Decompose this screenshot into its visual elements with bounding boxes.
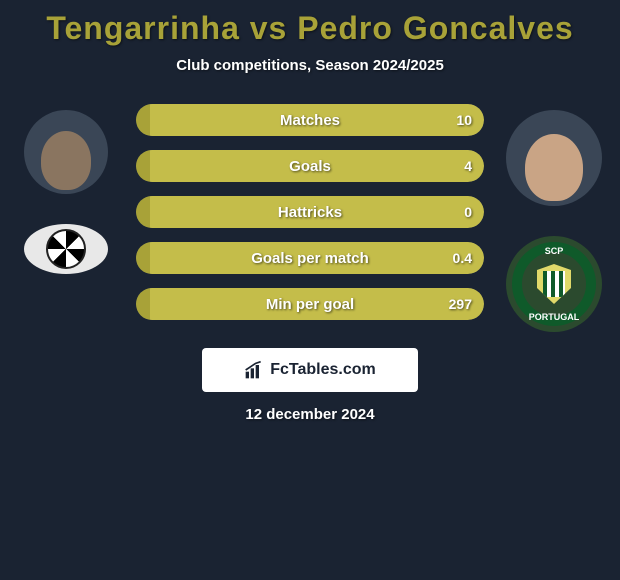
stat-label: Goals per match: [136, 242, 484, 274]
brand-text: FcTables.com: [270, 361, 376, 379]
stat-value-right: 0.4: [453, 242, 472, 274]
player-left-column: [6, 104, 126, 274]
face-placeholder-icon: [41, 131, 91, 190]
stat-bar: Matches10: [136, 104, 484, 136]
stat-label: Goals: [136, 150, 484, 182]
branding-box: FcTables.com: [202, 348, 418, 392]
scp-stripes-icon: [543, 271, 565, 297]
face-placeholder-icon: [525, 134, 583, 201]
stat-bar: Min per goal297: [136, 288, 484, 320]
stat-label: Hattricks: [136, 196, 484, 228]
chart-icon: [244, 360, 264, 380]
scp-text-bottom: PORTUGAL: [529, 312, 580, 322]
club-left-badge: [24, 224, 108, 274]
stat-value-right: 0: [464, 196, 472, 228]
stat-bar: Goals per match0.4: [136, 242, 484, 274]
stats-column: Matches10 Goals4 Hattricks0 Goals per match…: [126, 104, 494, 320]
scp-text-top: SCP: [545, 246, 564, 256]
stat-label: Matches: [136, 104, 484, 136]
stat-value-right: 10: [456, 104, 472, 136]
comparison-row: Matches10 Goals4 Hattricks0 Goals per match…: [0, 104, 620, 332]
stat-value-right: 297: [449, 288, 472, 320]
stat-label: Min per goal: [136, 288, 484, 320]
club-right-badge: SCP PORTUGAL: [506, 236, 602, 332]
stat-bar: Goals4: [136, 150, 484, 182]
stat-bar: Hattricks0: [136, 196, 484, 228]
player-left-avatar: [24, 110, 108, 194]
page-title: Tengarrinha vs Pedro Goncalves: [0, 10, 620, 47]
player-right-avatar: [506, 110, 602, 206]
player-right-column: SCP PORTUGAL: [494, 104, 614, 332]
stat-value-right: 4: [464, 150, 472, 182]
date-line: 12 december 2024: [0, 406, 620, 423]
subtitle: Club competitions, Season 2024/2025: [0, 57, 620, 74]
boavista-crest-icon: [46, 229, 86, 269]
